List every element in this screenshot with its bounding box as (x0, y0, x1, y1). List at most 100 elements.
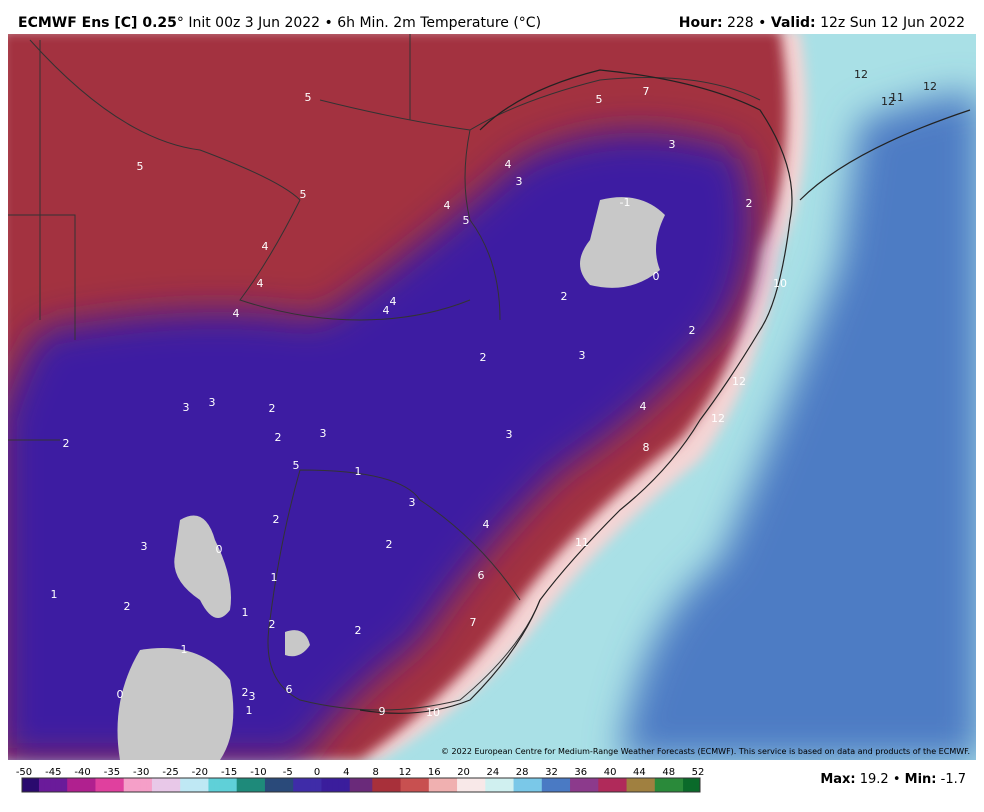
colorbar-swatch (185, 778, 192, 792)
colorbar-swatch (123, 778, 130, 792)
colorbar: -50 -45 -40 -35 -30 -25 -20 -15 -10 -5 0 4 8 12 16 20 24… (16, 767, 704, 793)
colorbar-swatch (666, 778, 673, 792)
map-value: 9 (379, 705, 386, 718)
colorbar-swatch (304, 778, 311, 792)
colorbar-swatch (264, 778, 272, 792)
map-value: 10 (426, 706, 440, 719)
header-left: ECMWF Ens [C] 0.25° Init 00z 3 Jun 2022 … (18, 15, 541, 31)
colorbar-label: 4 (343, 767, 349, 778)
map-value: 3 (183, 401, 190, 414)
map-value: 4 (483, 518, 490, 531)
colorbar-label: 28 (516, 767, 529, 778)
map-value: 1 (271, 571, 278, 584)
map-value: 5 (596, 93, 603, 106)
colorbar-swatch (400, 778, 407, 792)
map-value: 11 (890, 91, 904, 104)
colorbar-swatch (276, 778, 283, 792)
colorbar-swatch (321, 778, 328, 792)
colorbar-swatch (479, 778, 486, 792)
colorbar-swatch (67, 778, 74, 792)
colorbar-swatch (327, 778, 334, 792)
map-value: 5 (305, 91, 312, 104)
map-value: 3 (669, 138, 676, 151)
colorbar-swatch (22, 778, 29, 792)
colorbar-label: -50 (16, 767, 32, 778)
map-value: 3 (516, 175, 523, 188)
map-value: 4 (257, 277, 264, 290)
colorbar-swatch (146, 778, 153, 792)
colorbar-label: -20 (192, 767, 208, 778)
colorbar-label: -35 (104, 767, 120, 778)
colorbar-swatch (372, 778, 379, 792)
map-value: 3 (579, 349, 586, 362)
map-value: 2 (63, 437, 70, 450)
map-value: 2 (275, 431, 282, 444)
colorbar-swatch (671, 778, 678, 792)
colorbar-swatch (332, 778, 339, 792)
colorbar-swatch (451, 778, 458, 792)
map-value: 2 (386, 538, 393, 551)
colorbar-swatch (84, 778, 91, 792)
map-value: 11 (575, 536, 589, 549)
colorbar-swatch (513, 778, 520, 792)
map-value: 1 (242, 606, 249, 619)
colorbar-swatch (180, 778, 187, 792)
colorbar-swatch (231, 778, 238, 792)
colorbar-swatch (366, 778, 373, 792)
colorbar-swatch (315, 778, 322, 792)
map-value: 3 (320, 427, 327, 440)
colorbar-swatch (620, 778, 628, 792)
map-value: 2 (269, 402, 276, 415)
colorbar-swatch (615, 778, 622, 792)
footer: Max: 19.2 • Min: -1.7 (820, 772, 966, 787)
colorbar-swatch (649, 778, 656, 792)
colorbar-swatch (253, 778, 260, 792)
map-value: 1 (181, 643, 188, 656)
colorbar-swatch (72, 778, 79, 792)
colorbar-swatch (603, 778, 611, 792)
header-right: Hour: 228 • Valid: 12z Sun 12 Jun 2022 (679, 15, 965, 31)
colorbar-swatch (355, 778, 362, 792)
colorbar-swatch (496, 778, 503, 792)
colorbar-swatch (214, 778, 221, 792)
colorbar-swatch (270, 778, 277, 792)
colorbar-swatch (174, 778, 181, 792)
map-value: 0 (216, 543, 223, 556)
colorbar-swatch (157, 778, 164, 792)
colorbar-swatch (27, 778, 34, 792)
colorbar-swatch (536, 778, 543, 792)
colorbar-label: 36 (574, 767, 587, 778)
colorbar-label: 48 (662, 767, 675, 778)
map-value: 12 (711, 412, 725, 425)
colorbar-swatch (468, 778, 475, 792)
colorbar-swatch (457, 778, 464, 792)
map-value: 12 (732, 375, 746, 388)
map-value: 5 (293, 459, 300, 472)
colorbar-swatch (394, 778, 402, 792)
colorbar-swatch (55, 778, 63, 792)
colorbar-swatch (298, 778, 305, 792)
map-value: 3 (409, 496, 416, 509)
map-value: 1 (355, 465, 362, 478)
map-value: 3 (209, 396, 216, 409)
colorbar-swatch (349, 778, 356, 792)
colorbar-swatch (490, 778, 498, 792)
colorbar-swatch (242, 778, 249, 792)
colorbar-swatch (208, 778, 215, 792)
colorbar-swatch (485, 778, 492, 792)
colorbar-swatch (191, 778, 198, 792)
colorbar-swatch (163, 778, 170, 792)
colorbar-swatch (338, 778, 345, 792)
map-value: 0 (653, 270, 660, 283)
colorbar-swatch (592, 778, 599, 792)
colorbar-label: -45 (45, 767, 61, 778)
colorbar-swatch (445, 778, 452, 792)
map-value: 0 (117, 688, 124, 701)
colorbar-swatch (637, 778, 644, 792)
colorbar-swatch (575, 778, 582, 792)
map-value: 2 (746, 197, 753, 210)
colorbar-swatch (151, 778, 159, 792)
colorbar-label: 0 (314, 767, 320, 778)
colorbar-swatch (259, 778, 266, 792)
